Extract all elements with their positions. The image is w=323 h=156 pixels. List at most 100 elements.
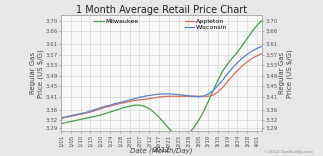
Milwaukee <box>221 70 225 72</box>
Appleton <box>177 95 181 97</box>
Milwaukee <box>206 101 210 103</box>
Wisconsin <box>123 100 127 102</box>
Milwaukee <box>226 63 230 65</box>
Wisconsin <box>172 93 176 95</box>
Appleton <box>64 116 68 118</box>
Wisconsin <box>186 95 190 97</box>
Milwaukee <box>138 104 141 106</box>
Milwaukee <box>250 31 254 32</box>
Milwaukee <box>186 133 190 134</box>
Milwaukee <box>79 118 83 120</box>
Appleton <box>250 57 254 59</box>
Milwaukee <box>74 119 78 121</box>
Milwaukee <box>113 110 117 111</box>
Milwaukee <box>245 37 249 39</box>
Milwaukee <box>142 105 146 107</box>
Wisconsin <box>89 110 92 112</box>
Milwaukee <box>235 51 239 53</box>
Appleton <box>196 95 200 97</box>
Wisconsin <box>147 95 151 96</box>
Wisconsin <box>64 116 68 118</box>
Wisconsin <box>167 93 171 95</box>
Appleton <box>147 98 151 100</box>
Legend: Appleton, Wisconsin: Appleton, Wisconsin <box>185 18 227 30</box>
Text: 2012: 2012 <box>153 147 170 153</box>
Appleton <box>98 108 102 110</box>
Appleton <box>113 104 117 106</box>
Appleton <box>118 103 122 105</box>
Appleton <box>74 114 78 116</box>
Appleton <box>84 112 88 114</box>
Wisconsin <box>69 115 73 117</box>
Appleton <box>103 106 107 108</box>
Appleton <box>221 86 225 88</box>
Wisconsin <box>133 98 137 100</box>
Wisconsin <box>157 93 161 95</box>
Milwaukee <box>89 116 92 118</box>
Wisconsin <box>255 47 259 49</box>
Appleton <box>192 95 195 97</box>
Appleton <box>231 75 234 77</box>
Appleton <box>108 105 112 107</box>
Appleton <box>142 98 146 100</box>
Milwaukee <box>93 115 97 117</box>
Milwaukee <box>260 20 264 22</box>
Wisconsin <box>79 113 83 115</box>
Wisconsin <box>221 79 225 81</box>
Appleton <box>255 55 259 57</box>
Y-axis label: Regular Gas
Price (US $/G): Regular Gas Price (US $/G) <box>30 49 44 98</box>
Appleton <box>69 115 73 117</box>
Wisconsin <box>211 90 215 92</box>
Title: 1 Month Average Retail Price Chart: 1 Month Average Retail Price Chart <box>76 5 247 15</box>
Appleton <box>138 99 141 101</box>
Appleton <box>182 95 185 97</box>
Appleton <box>211 94 215 96</box>
Milwaukee <box>177 136 181 138</box>
Milwaukee <box>167 127 171 129</box>
Milwaukee <box>98 114 102 116</box>
Wisconsin <box>206 93 210 95</box>
Milwaukee <box>201 112 205 114</box>
Wisconsin <box>152 94 156 96</box>
Milwaukee <box>118 108 122 110</box>
Text: ©2012 GasBuddy.com: ©2012 GasBuddy.com <box>264 150 313 154</box>
Milwaukee <box>84 117 88 119</box>
Wisconsin <box>231 67 234 69</box>
Appleton <box>93 110 97 111</box>
Milwaukee <box>59 123 63 124</box>
Appleton <box>162 96 166 98</box>
Wisconsin <box>245 53 249 55</box>
Wisconsin <box>142 95 146 97</box>
Wisconsin <box>201 95 205 97</box>
Wisconsin <box>113 103 117 105</box>
Wisconsin <box>118 102 122 104</box>
Appleton <box>172 95 176 97</box>
Wisconsin <box>108 104 112 106</box>
Wisconsin <box>59 117 63 119</box>
Appleton <box>123 102 127 104</box>
Appleton <box>186 95 190 97</box>
Milwaukee <box>108 111 112 113</box>
Wisconsin <box>250 50 254 52</box>
Wisconsin <box>162 93 166 95</box>
Milwaukee <box>128 105 131 107</box>
Wisconsin <box>216 85 220 87</box>
Milwaukee <box>211 90 215 92</box>
Appleton <box>59 117 63 119</box>
Milwaukee <box>255 24 259 26</box>
Appleton <box>79 113 83 115</box>
Wisconsin <box>93 108 97 110</box>
Wisconsin <box>138 96 141 98</box>
Milwaukee <box>64 122 68 124</box>
Appleton <box>89 111 92 113</box>
Wisconsin <box>260 45 264 47</box>
Milwaukee <box>162 122 166 124</box>
Milwaukee <box>192 127 195 129</box>
Appleton <box>167 95 171 97</box>
Wisconsin <box>196 96 200 98</box>
Milwaukee <box>172 132 176 134</box>
Milwaukee <box>133 104 137 106</box>
Milwaukee <box>231 57 234 59</box>
Appleton <box>128 101 131 102</box>
Appleton <box>216 91 220 93</box>
